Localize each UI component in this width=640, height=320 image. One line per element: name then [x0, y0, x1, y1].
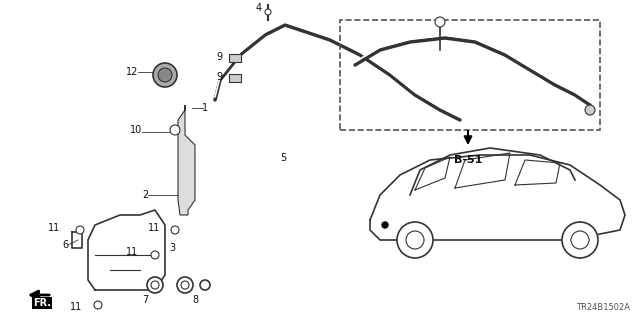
Circle shape: [151, 251, 159, 259]
Text: 8: 8: [192, 295, 198, 305]
Circle shape: [94, 301, 102, 309]
Text: 11: 11: [70, 302, 82, 312]
Text: 12: 12: [125, 67, 138, 77]
Circle shape: [585, 105, 595, 115]
Text: 11: 11: [48, 223, 60, 233]
Circle shape: [200, 280, 210, 290]
Circle shape: [170, 125, 180, 135]
Text: 5: 5: [280, 153, 286, 163]
Text: FR.: FR.: [33, 298, 51, 308]
Text: 1: 1: [202, 103, 208, 113]
Text: B-51: B-51: [454, 155, 482, 165]
Text: 4: 4: [256, 3, 262, 13]
Circle shape: [153, 63, 177, 87]
Circle shape: [406, 231, 424, 249]
Text: 6: 6: [62, 240, 68, 250]
Circle shape: [562, 222, 598, 258]
Text: TR24B1502A: TR24B1502A: [576, 303, 630, 312]
Circle shape: [435, 17, 445, 27]
Bar: [229, 54, 241, 62]
Polygon shape: [178, 105, 195, 215]
Text: 9: 9: [216, 72, 222, 82]
Circle shape: [151, 281, 159, 289]
Circle shape: [382, 222, 388, 228]
Circle shape: [397, 222, 433, 258]
Circle shape: [265, 9, 271, 15]
Circle shape: [171, 226, 179, 234]
Circle shape: [76, 226, 84, 234]
Bar: [229, 74, 241, 82]
Text: 9: 9: [216, 52, 222, 62]
Circle shape: [181, 281, 189, 289]
Text: 10: 10: [130, 125, 142, 135]
Text: 11: 11: [125, 247, 138, 257]
Circle shape: [158, 68, 172, 82]
Circle shape: [177, 277, 193, 293]
Text: 7: 7: [141, 295, 148, 305]
Text: 11: 11: [148, 223, 160, 233]
Circle shape: [147, 277, 163, 293]
Text: 3: 3: [169, 243, 175, 253]
Circle shape: [571, 231, 589, 249]
Text: 2: 2: [141, 190, 148, 200]
